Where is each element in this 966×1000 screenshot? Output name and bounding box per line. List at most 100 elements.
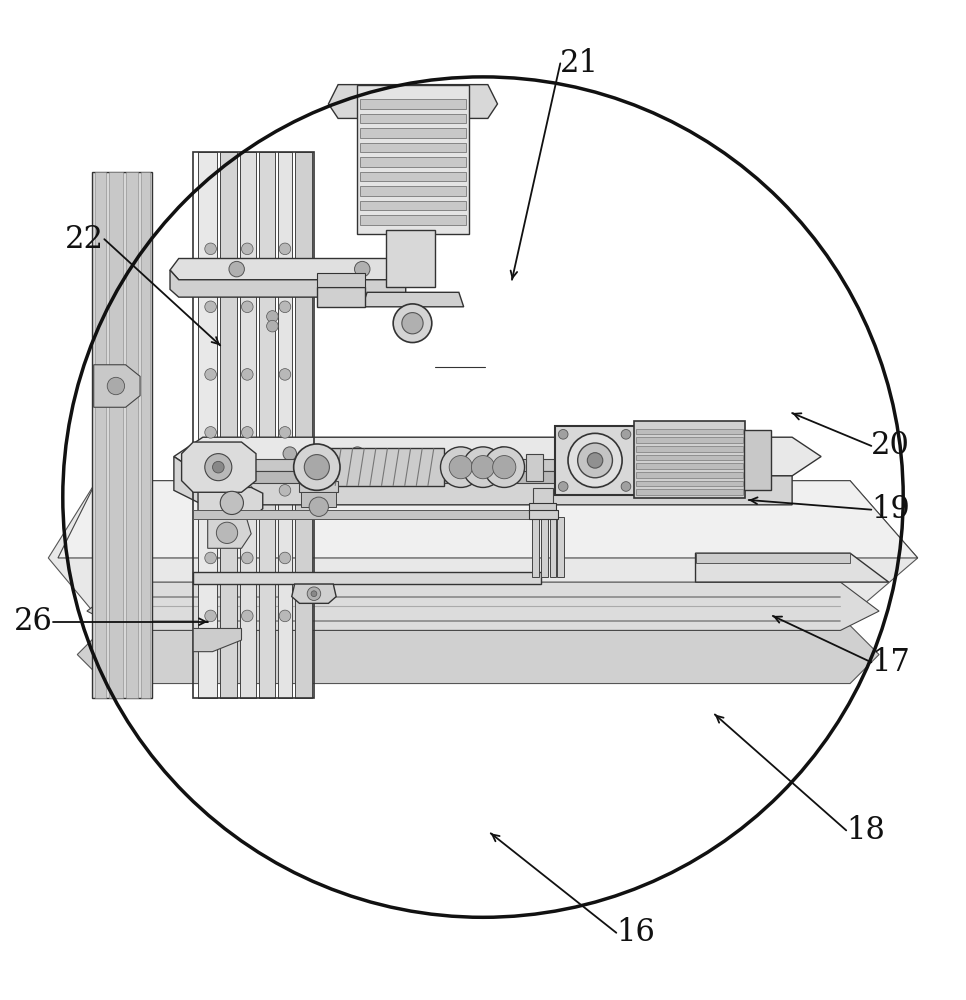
Circle shape: [351, 447, 364, 460]
Bar: [636, 437, 743, 443]
Text: 20: 20: [871, 430, 910, 461]
Circle shape: [242, 243, 253, 255]
Circle shape: [309, 497, 328, 516]
Bar: [360, 99, 466, 109]
Circle shape: [587, 453, 603, 468]
Circle shape: [440, 447, 481, 487]
Bar: [532, 517, 539, 577]
Circle shape: [205, 454, 232, 481]
Bar: [636, 446, 743, 452]
Circle shape: [484, 447, 525, 487]
Circle shape: [493, 456, 516, 479]
Circle shape: [229, 261, 244, 277]
Circle shape: [621, 482, 631, 491]
Text: 21: 21: [560, 48, 599, 79]
Bar: [557, 517, 564, 577]
Circle shape: [279, 485, 291, 496]
Bar: [92, 172, 152, 698]
Bar: [126, 172, 138, 698]
Bar: [360, 215, 466, 225]
Circle shape: [558, 482, 568, 491]
Text: 18: 18: [846, 815, 885, 846]
Circle shape: [496, 447, 509, 460]
Polygon shape: [48, 481, 918, 616]
Polygon shape: [77, 626, 879, 684]
Bar: [744, 430, 771, 490]
Circle shape: [267, 320, 278, 332]
Circle shape: [311, 591, 317, 597]
Circle shape: [294, 444, 340, 490]
Circle shape: [279, 610, 291, 622]
Bar: [529, 510, 558, 519]
Circle shape: [205, 552, 216, 564]
Circle shape: [558, 429, 568, 439]
Bar: [193, 152, 314, 698]
Bar: [636, 481, 743, 486]
Bar: [278, 152, 292, 698]
Bar: [526, 454, 543, 481]
Circle shape: [213, 461, 224, 473]
Bar: [386, 230, 435, 287]
Circle shape: [355, 261, 370, 277]
Polygon shape: [170, 270, 406, 297]
Bar: [193, 459, 609, 471]
Circle shape: [205, 301, 216, 313]
Polygon shape: [58, 481, 918, 558]
Bar: [360, 143, 466, 152]
Circle shape: [205, 485, 216, 496]
Circle shape: [216, 522, 238, 543]
Bar: [555, 426, 635, 495]
Circle shape: [267, 311, 278, 322]
Circle shape: [205, 369, 216, 380]
Circle shape: [393, 304, 432, 343]
Circle shape: [279, 427, 291, 438]
Polygon shape: [193, 572, 541, 584]
Circle shape: [205, 610, 216, 622]
Circle shape: [205, 243, 216, 255]
Bar: [636, 455, 743, 460]
Bar: [360, 186, 466, 196]
Circle shape: [279, 301, 291, 313]
Bar: [95, 172, 106, 698]
Bar: [220, 152, 237, 698]
Polygon shape: [696, 553, 850, 563]
Polygon shape: [87, 582, 879, 630]
Polygon shape: [193, 628, 242, 652]
Polygon shape: [208, 517, 251, 548]
Circle shape: [578, 443, 612, 478]
Circle shape: [621, 429, 631, 439]
Circle shape: [242, 552, 253, 564]
Polygon shape: [94, 365, 140, 407]
Bar: [360, 201, 466, 210]
Circle shape: [568, 433, 622, 487]
Text: 26: 26: [14, 606, 53, 637]
Bar: [193, 510, 536, 519]
Bar: [317, 273, 365, 287]
Bar: [141, 172, 150, 698]
Bar: [533, 488, 553, 510]
Polygon shape: [292, 584, 336, 603]
Bar: [360, 114, 466, 123]
Circle shape: [107, 377, 125, 395]
Bar: [529, 503, 556, 513]
Bar: [357, 85, 469, 234]
Circle shape: [242, 369, 253, 380]
Bar: [259, 152, 275, 698]
Circle shape: [242, 427, 253, 438]
Circle shape: [307, 587, 321, 600]
Polygon shape: [696, 553, 889, 582]
Text: 16: 16: [616, 917, 655, 948]
Polygon shape: [198, 487, 263, 518]
Polygon shape: [174, 437, 821, 476]
Bar: [299, 481, 338, 492]
Circle shape: [242, 610, 253, 622]
Circle shape: [463, 447, 503, 487]
Bar: [636, 429, 743, 434]
Bar: [295, 152, 312, 698]
Bar: [550, 517, 556, 577]
Bar: [193, 471, 609, 483]
Bar: [636, 463, 743, 469]
Circle shape: [471, 456, 495, 479]
Bar: [240, 152, 256, 698]
Circle shape: [279, 243, 291, 255]
